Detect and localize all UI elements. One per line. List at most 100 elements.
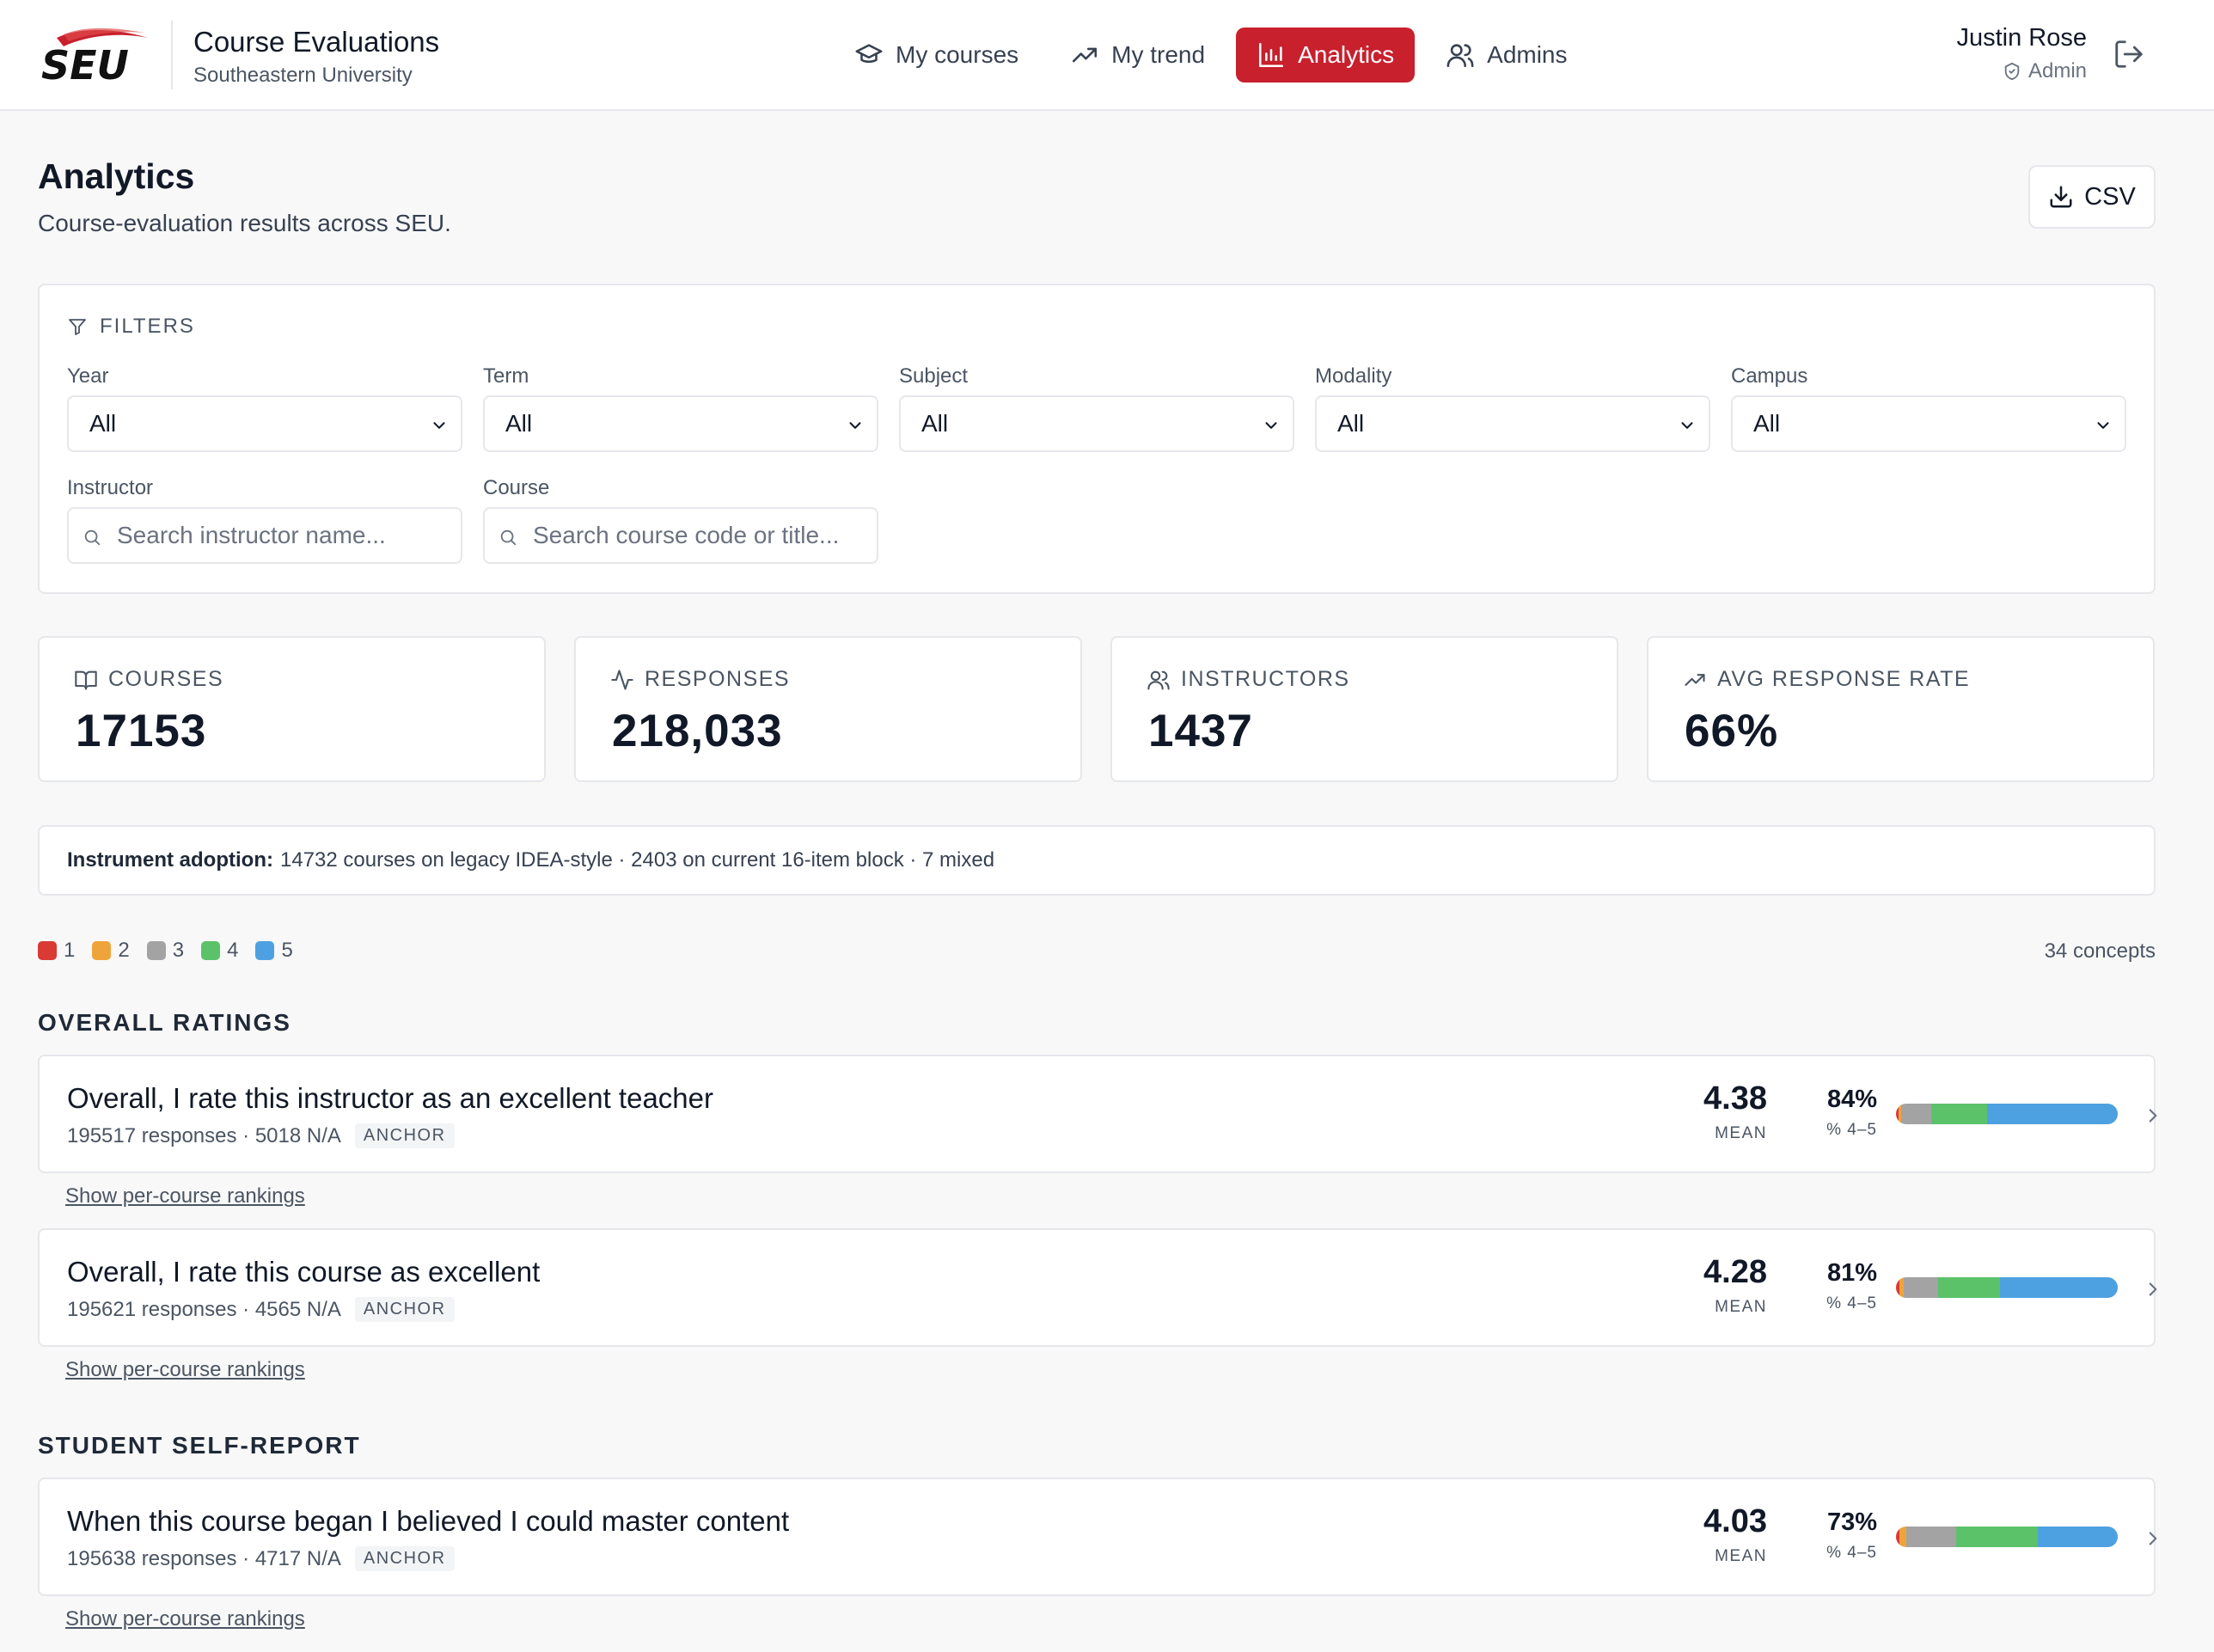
top-two-value: 73% bbox=[1826, 1508, 1877, 1536]
legend-label: 4 bbox=[227, 939, 239, 962]
csv-download-button[interactable]: CSV bbox=[2028, 165, 2156, 229]
stat-label-text: COURSES bbox=[108, 667, 224, 691]
term-value: All bbox=[505, 410, 533, 437]
campus-label: Campus bbox=[1731, 364, 1808, 388]
user-name: Justin Rose bbox=[1956, 24, 2087, 52]
distribution-segment-2 bbox=[1899, 1277, 1905, 1298]
stat-card-response-rate: AVG RESPONSE RATE 66% bbox=[1647, 636, 2155, 782]
search-icon bbox=[84, 529, 101, 546]
distribution-segment-4 bbox=[1938, 1277, 2001, 1298]
user-role: Admin bbox=[1956, 59, 2087, 83]
legend-swatch bbox=[38, 941, 57, 960]
nav-my-trend[interactable]: My trend bbox=[1049, 28, 1226, 83]
distribution-bar bbox=[1896, 1527, 2118, 1547]
subject-label: Subject bbox=[899, 364, 969, 388]
anchor-badge: ANCHOR bbox=[354, 1297, 455, 1322]
show-rankings-link[interactable]: Show per-course rankings bbox=[65, 1358, 305, 1381]
adoption-label: Instrument adoption: bbox=[67, 848, 273, 872]
show-rankings-link[interactable]: Show per-course rankings bbox=[65, 1607, 305, 1631]
course-label: Course bbox=[483, 476, 550, 499]
course-search-input[interactable] bbox=[533, 509, 868, 562]
book-open-icon bbox=[75, 670, 97, 690]
legend-swatch bbox=[201, 941, 221, 960]
nav-analytics[interactable]: Analytics bbox=[1236, 28, 1416, 83]
svg-text:SEU: SEU bbox=[41, 42, 129, 86]
mean-value: 4.38 bbox=[1703, 1080, 1767, 1117]
rating-meta: 195621 responses · 4565 N/A ANCHOR bbox=[67, 1297, 455, 1322]
legend-item: 5 bbox=[255, 939, 293, 963]
mean-label: MEAN bbox=[1715, 1298, 1767, 1316]
distribution-bar bbox=[1896, 1277, 2118, 1298]
distribution-segment-1 bbox=[1896, 1104, 1899, 1124]
rating-question: When this course began I believed I coul… bbox=[67, 1505, 790, 1537]
modality-select[interactable]: All bbox=[1315, 395, 1710, 452]
nav-my-courses[interactable]: My courses bbox=[834, 28, 1039, 83]
instructor-search-field bbox=[67, 507, 462, 564]
rating-card[interactable]: Overall, I rate this instructor as an ex… bbox=[38, 1055, 2157, 1173]
term-select[interactable]: All bbox=[483, 395, 878, 452]
year-label: Year bbox=[67, 364, 109, 388]
subject-select[interactable]: All bbox=[899, 395, 1294, 452]
top-header: SEU Course Evaluations Southeastern Univ… bbox=[0, 0, 2214, 111]
stat-value: 66% bbox=[1685, 706, 1779, 756]
distribution-segment-3 bbox=[1901, 1104, 1932, 1124]
chevron-down-icon bbox=[849, 422, 861, 429]
year-select[interactable]: All bbox=[67, 395, 462, 452]
distribution-segment-1 bbox=[1896, 1277, 1899, 1298]
distribution-segment-2 bbox=[1898, 1104, 1902, 1124]
rating-meta: 195517 responses · 5018 N/A ANCHOR bbox=[67, 1123, 455, 1148]
response-count: 195621 responses · 4565 N/A bbox=[67, 1297, 341, 1321]
nav-admins[interactable]: Admins bbox=[1425, 28, 1587, 83]
distribution-bar bbox=[1896, 1104, 2118, 1124]
stat-value: 218,033 bbox=[612, 706, 783, 756]
brand-divider bbox=[171, 21, 173, 89]
chevron-right-icon bbox=[2149, 1109, 2157, 1123]
main-nav: My courses My trend Analytics Admins bbox=[834, 28, 1588, 83]
legend-label: 2 bbox=[118, 939, 130, 962]
stat-card-instructors: INSTRUCTORS 1437 bbox=[1110, 636, 1618, 782]
rating-card[interactable]: Overall, I rate this course as excellent… bbox=[38, 1228, 2157, 1347]
year-value: All bbox=[89, 410, 117, 437]
chevron-down-icon bbox=[1681, 422, 1693, 429]
user-role-label: Admin bbox=[2027, 59, 2087, 83]
distribution-segment-4 bbox=[1931, 1104, 1987, 1124]
modality-label: Modality bbox=[1315, 364, 1392, 388]
logout-icon[interactable] bbox=[2113, 38, 2145, 70]
legend-swatch bbox=[255, 941, 275, 960]
trending-up-icon bbox=[1073, 47, 1098, 63]
adoption-text: 14732 courses on legacy IDEA-style · 240… bbox=[279, 848, 995, 872]
distribution-segment-5 bbox=[1986, 1104, 2118, 1124]
filters-heading-label: FILTERS bbox=[100, 315, 195, 338]
top-two-block: 73% % 4–5 bbox=[1781, 1508, 1877, 1563]
mean-value: 4.28 bbox=[1703, 1254, 1767, 1290]
university-name: Southeastern University bbox=[193, 64, 413, 87]
rating-card[interactable]: When this course began I believed I coul… bbox=[38, 1478, 2157, 1596]
distribution-segment-2 bbox=[1899, 1527, 1906, 1547]
trending-up-icon bbox=[1685, 673, 1705, 686]
stat-label: INSTRUCTORS bbox=[1147, 667, 1350, 692]
stat-label-text: AVG RESPONSE RATE bbox=[1717, 667, 1971, 691]
instructor-label: Instructor bbox=[67, 476, 154, 499]
instructor-search-input[interactable] bbox=[117, 509, 452, 562]
mean-label: MEAN bbox=[1715, 1124, 1767, 1142]
nav-label: Analytics bbox=[1298, 41, 1395, 68]
response-count: 195638 responses · 4717 N/A bbox=[67, 1546, 341, 1570]
page-title: Analytics bbox=[38, 156, 195, 196]
distribution-segment-3 bbox=[1905, 1527, 1956, 1547]
distribution-segment-1 bbox=[1896, 1527, 1899, 1547]
course-search-field bbox=[483, 507, 878, 564]
bar-chart-icon bbox=[1259, 42, 1284, 68]
nav-label: My trend bbox=[1111, 41, 1206, 68]
user-info: Justin Rose Admin bbox=[1956, 24, 2087, 83]
search-icon bbox=[500, 529, 517, 546]
seu-logo[interactable]: SEU bbox=[38, 26, 151, 86]
mean-label: MEAN bbox=[1715, 1547, 1767, 1565]
legend-item: 3 bbox=[146, 939, 184, 963]
app-title: Course Evaluations bbox=[193, 26, 440, 58]
campus-select[interactable]: All bbox=[1731, 395, 2126, 452]
legend-item: 2 bbox=[92, 939, 130, 963]
activity-icon bbox=[611, 669, 633, 690]
distribution-segment-5 bbox=[2000, 1277, 2118, 1298]
show-rankings-link[interactable]: Show per-course rankings bbox=[65, 1184, 305, 1208]
campus-value: All bbox=[1753, 410, 1781, 437]
